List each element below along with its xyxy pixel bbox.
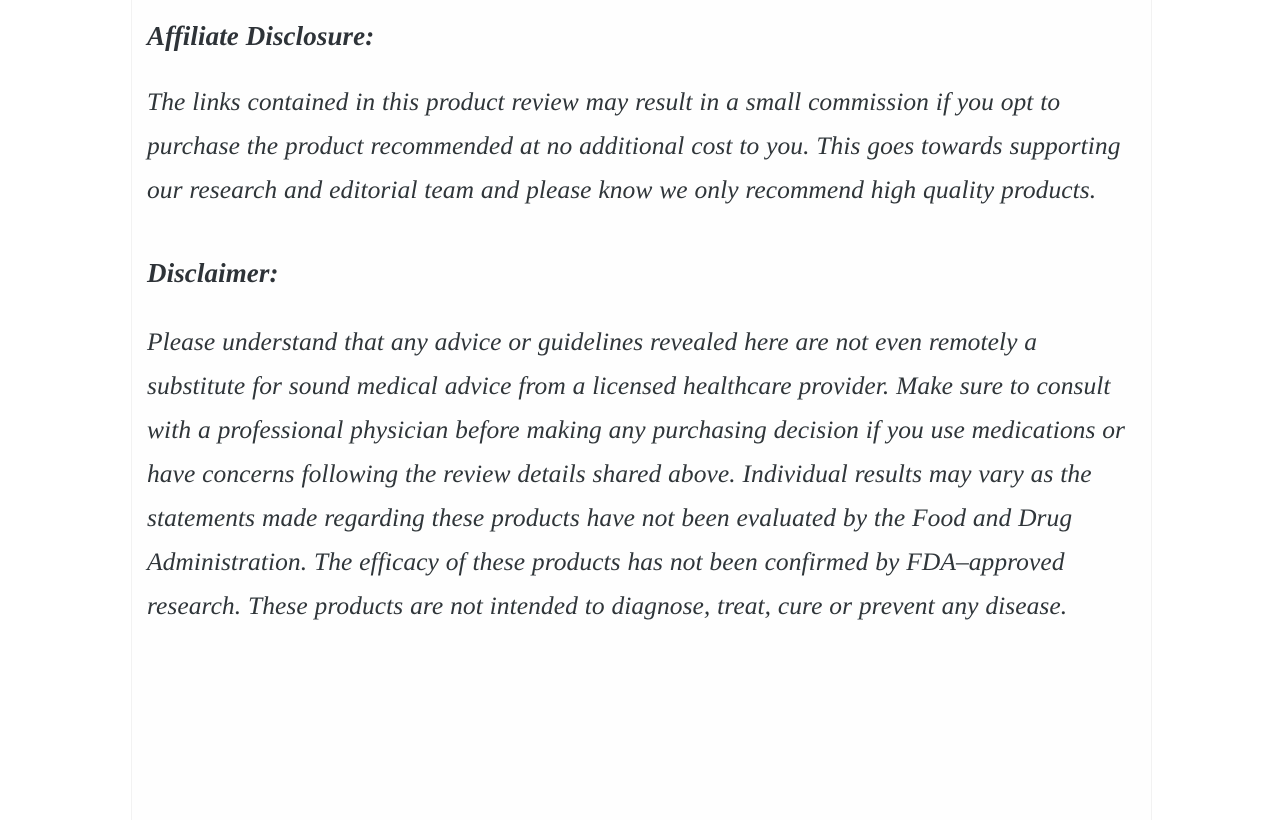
- section-disclaimer: Disclaimer: Please understand that any a…: [147, 237, 1137, 628]
- page-root: Affiliate Disclosure: The links containe…: [131, 0, 1152, 820]
- disclaimer-body: Please understand that any advice or gui…: [147, 327, 1126, 620]
- affiliate-disclosure-body: The links contained in this product revi…: [147, 87, 1121, 204]
- affiliate-disclosure-heading: Affiliate Disclosure:: [147, 21, 375, 51]
- article-column: Affiliate Disclosure: The links containe…: [131, 0, 1152, 820]
- section-spacer: [147, 212, 1137, 237]
- disclaimer-heading: Disclaimer:: [147, 258, 279, 288]
- article-content: Affiliate Disclosure: The links containe…: [132, 0, 1151, 628]
- section-affiliate-disclosure: Affiliate Disclosure: The links containe…: [147, 0, 1137, 212]
